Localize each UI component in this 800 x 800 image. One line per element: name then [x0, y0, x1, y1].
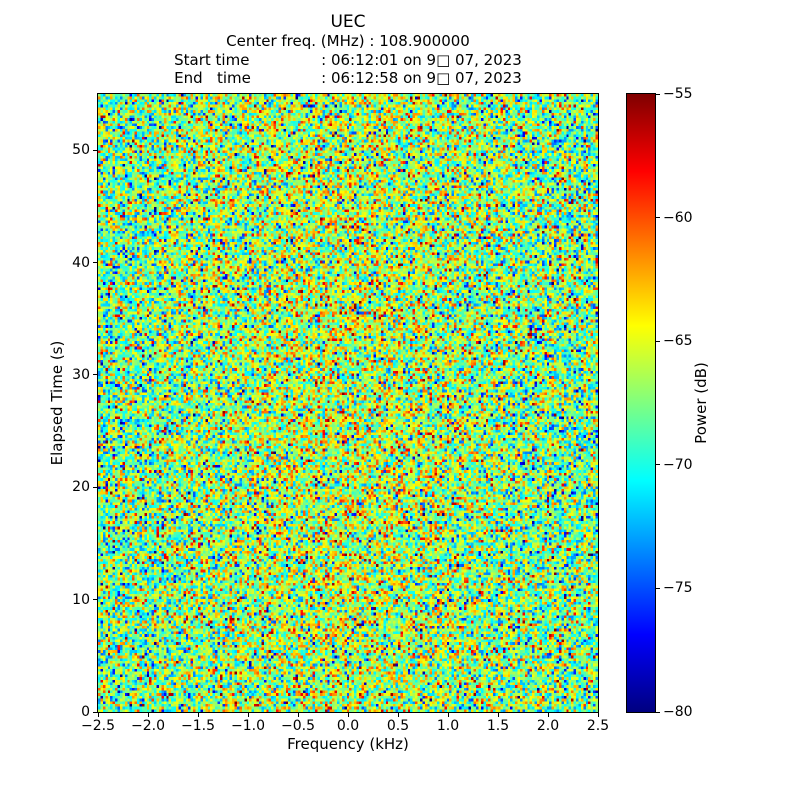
- x-tick-mark: [497, 713, 499, 717]
- x-tick-label: 0.5: [386, 718, 410, 734]
- x-tick-label: −2.5: [81, 718, 115, 734]
- y-tick-mark: [93, 486, 97, 488]
- colorbar-tick-label: −60: [663, 209, 693, 226]
- start-time-line: Start time : 06:12:01 on 9□ 07, 2023: [98, 51, 598, 70]
- colorbar-tick-label: −55: [663, 86, 693, 102]
- end-time-line: End time : 06:12:58 on 9□ 07, 2023: [98, 69, 598, 88]
- plot-area: [97, 93, 599, 713]
- y-tick-mark: [93, 262, 97, 264]
- spectrogram-canvas: [98, 94, 598, 712]
- x-tick-label: −1.0: [231, 718, 265, 734]
- colorbar-label: Power (dB): [692, 362, 710, 444]
- center-freq-line: Center freq. (MHz) : 108.900000: [226, 32, 470, 50]
- x-tick-label: 1.0: [436, 718, 460, 734]
- x-tick-label: 0.0: [336, 718, 360, 734]
- colorbar-tick-label: −70: [663, 456, 693, 473]
- colorbar-tick-mark: [656, 711, 660, 713]
- start-time-value: : 06:12:01 on 9□ 07, 2023: [321, 50, 522, 69]
- x-tick-mark: [247, 713, 249, 717]
- colorbar-tick-mark: [656, 587, 660, 589]
- y-axis-label: Elapsed Time (s): [48, 340, 66, 466]
- y-tick-label: 30: [72, 366, 90, 383]
- x-tick-mark: [297, 713, 299, 717]
- y-tick-mark: [93, 711, 97, 713]
- x-tick-mark: [197, 713, 199, 717]
- colorbar-tick-mark: [656, 93, 660, 95]
- y-tick-mark: [93, 149, 97, 151]
- x-tick-mark: [597, 713, 599, 717]
- chart-header: UEC Center freq. (MHz) : 108.900000 Star…: [98, 12, 598, 88]
- x-tick-label: −1.5: [181, 718, 215, 734]
- x-tick-mark: [447, 713, 449, 717]
- x-tick-label: 2.5: [586, 718, 610, 734]
- chart-title: UEC: [330, 12, 366, 32]
- y-tick-mark: [93, 374, 97, 376]
- y-tick-label: 0: [81, 704, 90, 720]
- colorbar-tick-label: −65: [663, 333, 693, 350]
- colorbar-tick-mark: [656, 217, 660, 219]
- colorbar-tick-mark: [656, 464, 660, 466]
- start-time-label: Start time: [174, 50, 250, 69]
- y-tick-label: 40: [72, 254, 90, 271]
- x-tick-label: −0.5: [281, 718, 315, 734]
- x-tick-mark: [97, 713, 99, 717]
- y-tick-label: 20: [72, 479, 90, 496]
- y-tick-label: 10: [72, 591, 90, 608]
- x-tick-label: 2.0: [536, 718, 560, 734]
- y-tick-label: 50: [72, 142, 90, 159]
- colorbar-tick-label: −75: [663, 580, 693, 597]
- end-time-label: End time: [174, 69, 251, 87]
- x-tick-mark: [547, 713, 549, 717]
- x-tick-label: 1.5: [486, 718, 510, 734]
- y-tick-mark: [93, 599, 97, 601]
- x-tick-mark: [397, 713, 399, 717]
- colorbar: [626, 93, 656, 713]
- colorbar-tick-label: −80: [663, 704, 693, 720]
- colorbar-gradient: [627, 94, 655, 712]
- x-tick-mark: [347, 713, 349, 717]
- x-axis-label: Frequency (kHz): [287, 735, 409, 753]
- colorbar-tick-mark: [656, 340, 660, 342]
- x-tick-label: −2.0: [131, 718, 165, 734]
- end-time-value: : 06:12:58 on 9□ 07, 2023: [321, 69, 522, 87]
- x-tick-mark: [147, 713, 149, 717]
